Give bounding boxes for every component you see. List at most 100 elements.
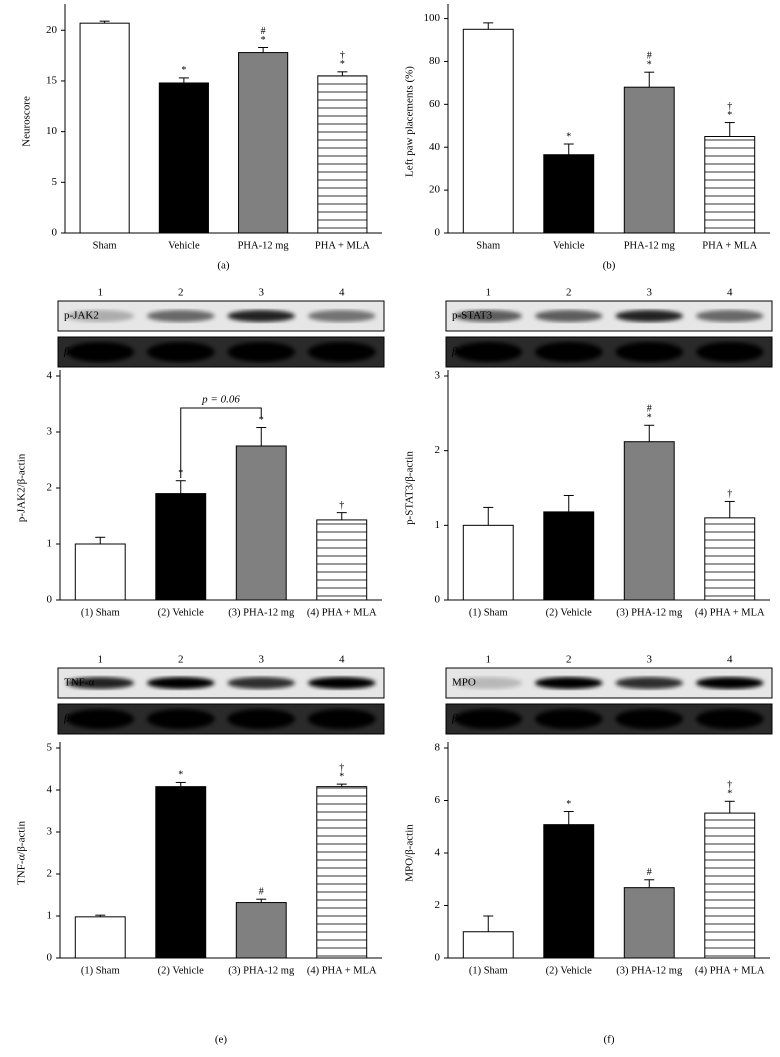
bar	[155, 786, 207, 959]
blot-band	[227, 310, 296, 322]
bar	[543, 154, 595, 234]
significance-mark: †	[727, 780, 732, 791]
significance-mark: #	[259, 886, 264, 897]
significance-mark: *	[647, 59, 652, 70]
panel-label: (e)	[215, 1034, 228, 1046]
error-bar	[95, 536, 106, 544]
x-tick-label: (3) PHA-12 mg	[616, 607, 683, 618]
error-bar	[483, 915, 494, 932]
y-tick-label: 0	[435, 227, 441, 239]
error-bar	[563, 811, 574, 825]
blot-band	[66, 310, 135, 322]
annotation: p = 0.06	[201, 394, 240, 406]
blot-band	[695, 709, 764, 729]
error-bar	[724, 122, 735, 137]
error-bar	[175, 480, 186, 494]
bar	[235, 445, 287, 601]
blot-band	[454, 677, 523, 689]
bar	[316, 786, 368, 959]
x-tick-label: (2) Vehicle	[158, 607, 205, 618]
y-tick-label: 0	[435, 594, 441, 606]
significance-mark: #	[647, 404, 652, 415]
x-tick-label: (3) PHA-12 mg	[228, 607, 295, 618]
significance-mark: †	[727, 489, 732, 500]
bar	[704, 812, 756, 959]
blot-row-label: p-STAT3	[452, 310, 493, 322]
y-axis-label: MPO/β-actin	[404, 824, 416, 882]
y-tick-label: 6	[435, 794, 441, 806]
blot-band	[615, 310, 684, 322]
blot-row-label: p-JAK2	[64, 310, 99, 322]
y-tick-label: 40	[429, 141, 441, 153]
lane-number: 1	[98, 654, 104, 666]
bar	[158, 82, 209, 234]
blot-band	[454, 310, 523, 322]
lane-number: 2	[566, 654, 572, 666]
lane-number: 3	[259, 654, 265, 666]
blot-band	[307, 677, 376, 689]
x-tick-label: Sham	[93, 240, 117, 251]
y-tick-label: 0	[52, 227, 58, 239]
bar	[704, 517, 756, 601]
lane-number: 1	[98, 287, 104, 299]
x-tick-label: PHA-12 mg	[624, 240, 676, 251]
y-tick-label: 100	[424, 12, 441, 24]
bar	[462, 524, 514, 601]
blot-row-label: β-Actin	[63, 713, 97, 725]
x-tick-label: (4) PHA + MLA	[695, 965, 765, 976]
error-bar	[175, 781, 186, 787]
blot-row-label: β-Actin	[63, 346, 97, 358]
blot-band	[534, 310, 603, 322]
y-tick-label: 80	[429, 55, 441, 67]
error-bar	[483, 506, 494, 526]
blot-row-label: β-Actin	[451, 346, 485, 358]
blot-band	[615, 342, 684, 362]
y-tick-label: 4	[47, 784, 53, 796]
blot-band	[146, 310, 215, 322]
y-tick-label: 5	[52, 176, 58, 188]
blot-band	[146, 709, 215, 729]
lane-number: 3	[647, 287, 653, 299]
error-bar	[644, 424, 655, 442]
bar	[543, 824, 595, 959]
lane-number: 2	[178, 654, 184, 666]
bar	[235, 902, 287, 959]
panel-label: (b)	[603, 260, 616, 272]
error-bar	[563, 143, 574, 155]
lane-number: 1	[486, 654, 492, 666]
y-tick-label: 2	[435, 899, 441, 911]
x-tick-label: PHA + MLA	[702, 240, 757, 251]
blot-band	[695, 342, 764, 362]
bar	[623, 86, 675, 234]
bar	[316, 519, 368, 601]
blot-band	[615, 709, 684, 729]
lane-number: 2	[566, 287, 572, 299]
x-tick-label: (4) PHA + MLA	[307, 607, 377, 618]
error-bar	[724, 800, 735, 814]
y-tick-label: 2	[47, 482, 53, 494]
significance-mark: #	[261, 26, 266, 37]
blot-band	[307, 342, 376, 362]
y-tick-label: 4	[435, 847, 441, 859]
blot-row-label: TNF-α	[64, 677, 94, 689]
blot-band	[695, 677, 764, 689]
blot-band	[454, 709, 523, 729]
y-tick-label: 15	[46, 74, 58, 86]
y-tick-label: 5	[47, 742, 53, 754]
bar	[462, 28, 514, 234]
blot-row-label: MPO	[452, 677, 476, 689]
blot-band	[534, 342, 603, 362]
significance-mark: *	[259, 415, 264, 426]
y-tick-label: 1	[47, 910, 53, 922]
x-tick-label: PHA + MLA	[315, 240, 370, 251]
blot-band	[227, 677, 296, 689]
blot-band	[695, 310, 764, 322]
blot-band	[534, 677, 603, 689]
error-bar	[337, 71, 348, 76]
bar	[623, 887, 675, 959]
blot-band	[615, 677, 684, 689]
x-tick-label: (1) Sham	[469, 607, 508, 618]
x-tick-label: (3) PHA-12 mg	[228, 965, 295, 976]
blot-band	[534, 709, 603, 729]
significance-mark: *	[178, 770, 183, 781]
